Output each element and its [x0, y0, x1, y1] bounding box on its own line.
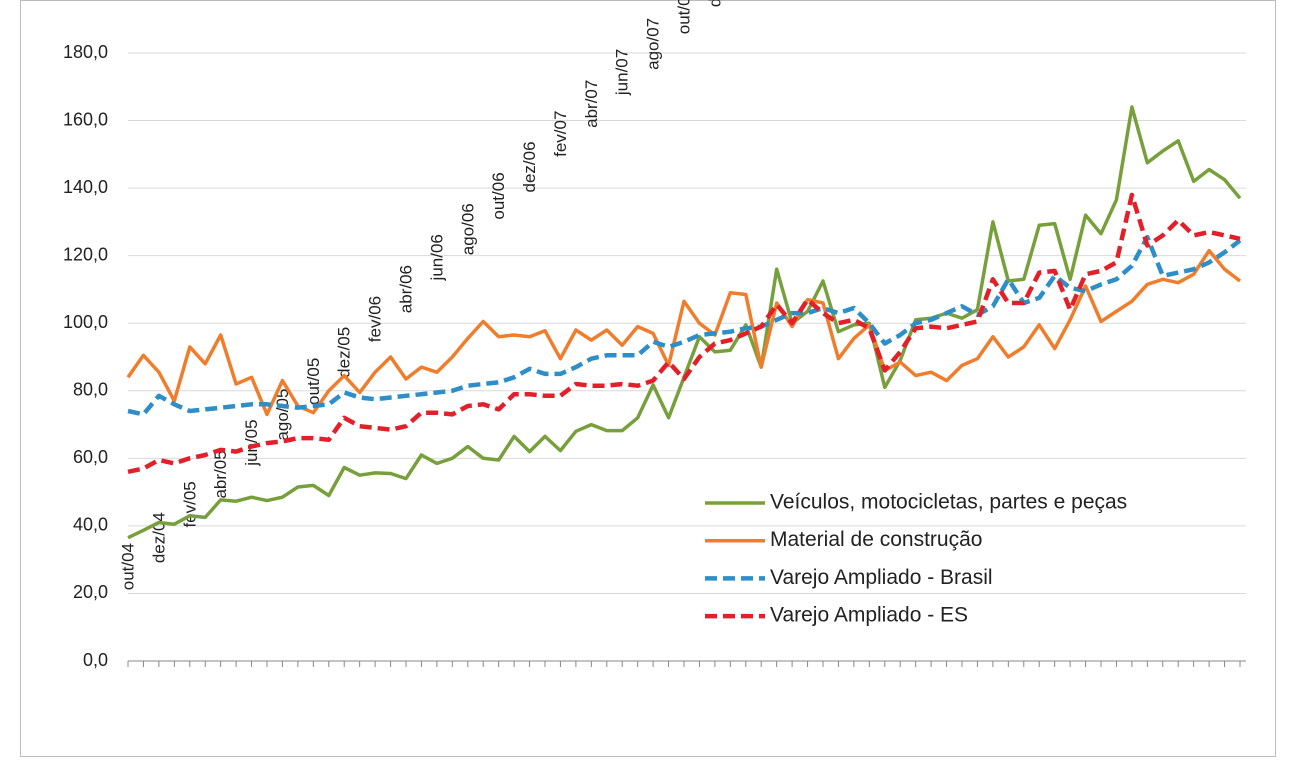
x-tick-label: abr/05	[211, 450, 230, 498]
legend-label: Veículos, motocicletas, partes e peças	[770, 491, 1127, 514]
y-tick-label: 160,0	[63, 109, 108, 129]
x-tick-label: dez/06	[520, 141, 539, 192]
x-tick-label: fev/06	[366, 296, 385, 342]
y-tick-label: 40,0	[73, 515, 108, 535]
x-tick-label: dez/07	[705, 0, 724, 7]
series-line	[127, 192, 1241, 475]
x-tick-label: dez/04	[149, 512, 168, 563]
x-tick-label: abr/07	[582, 80, 601, 128]
chart-frame	[20, 0, 1276, 757]
legend-label: Material de construção	[770, 528, 982, 551]
y-tick-label: 80,0	[73, 380, 108, 400]
x-tick-label: ago/05	[273, 389, 292, 441]
x-tick-label: out/07	[674, 0, 693, 34]
x-tick-label: abr/06	[396, 265, 415, 313]
y-tick-label: 20,0	[73, 582, 108, 602]
y-tick-label: 140,0	[63, 177, 108, 197]
x-tick-label: out/05	[304, 358, 323, 405]
y-tick-label: 100,0	[63, 312, 108, 332]
x-tick-label: ago/07	[644, 18, 663, 70]
y-tick-label: 60,0	[73, 447, 108, 467]
y-tick-label: 120,0	[63, 244, 108, 264]
x-tick-label: jun/07	[613, 49, 632, 96]
x-tick-label: jun/06	[427, 234, 446, 281]
y-tick-label: 0,0	[83, 650, 108, 670]
x-tick-label: out/06	[489, 172, 508, 219]
x-tick-label: jun/05	[242, 419, 261, 466]
legend-label: Varejo Ampliado - ES	[770, 604, 968, 627]
series-line	[126, 248, 1242, 417]
x-tick-label: dez/05	[335, 327, 354, 378]
legend-label: Varejo Ampliado - Brasil	[770, 566, 993, 589]
y-tick-label: 180,0	[63, 42, 108, 62]
x-tick-label: out/04	[118, 543, 137, 590]
x-tick-label: fev/07	[551, 111, 570, 157]
series-line	[127, 105, 1242, 540]
series-line	[127, 234, 1242, 417]
x-tick-label: ago/06	[458, 203, 477, 255]
